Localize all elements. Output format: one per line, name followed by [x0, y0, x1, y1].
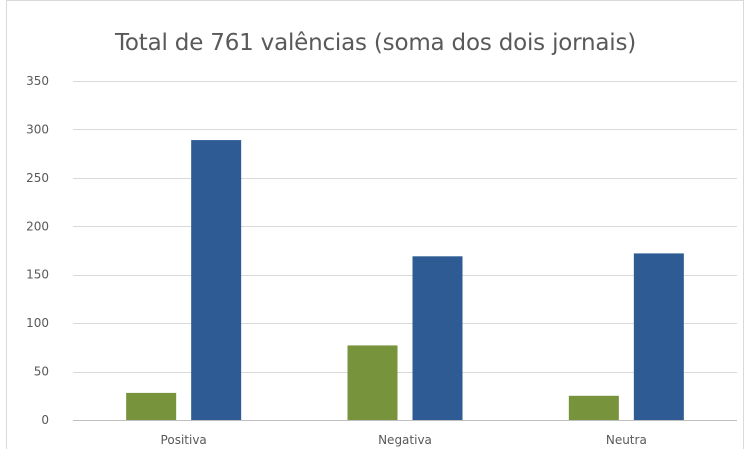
y-tick-label: 350: [26, 74, 49, 88]
bar-positiva-series-2: [191, 140, 242, 420]
x-tick-label: Neutra: [606, 433, 647, 447]
y-tick-label: 50: [34, 365, 49, 379]
bar-negativa-series-2: [412, 256, 463, 420]
y-tick-label: 300: [26, 122, 49, 136]
bar-positiva-series-1: [126, 392, 177, 420]
bars: [126, 140, 684, 420]
bar-neutra-series-1: [568, 395, 619, 420]
y-tick-label: 200: [26, 219, 49, 233]
gridlines: [73, 81, 737, 421]
y-tick-label: 150: [26, 268, 49, 282]
chart-title: Total de 761 valências (soma dos dois jo…: [114, 30, 637, 56]
y-axis-ticks: 0 50 100 150 200 250 300 350: [26, 74, 49, 427]
y-tick-label: 100: [26, 316, 49, 330]
x-axis-ticks: Positiva Negativa Neutra: [161, 433, 647, 447]
y-tick-label: 250: [26, 171, 49, 185]
bar-negativa-series-1: [347, 345, 398, 420]
x-tick-label: Negativa: [378, 433, 432, 447]
y-tick-label: 0: [41, 413, 49, 427]
x-tick-label: Positiva: [161, 433, 207, 447]
bar-neutra-series-2: [633, 253, 684, 420]
